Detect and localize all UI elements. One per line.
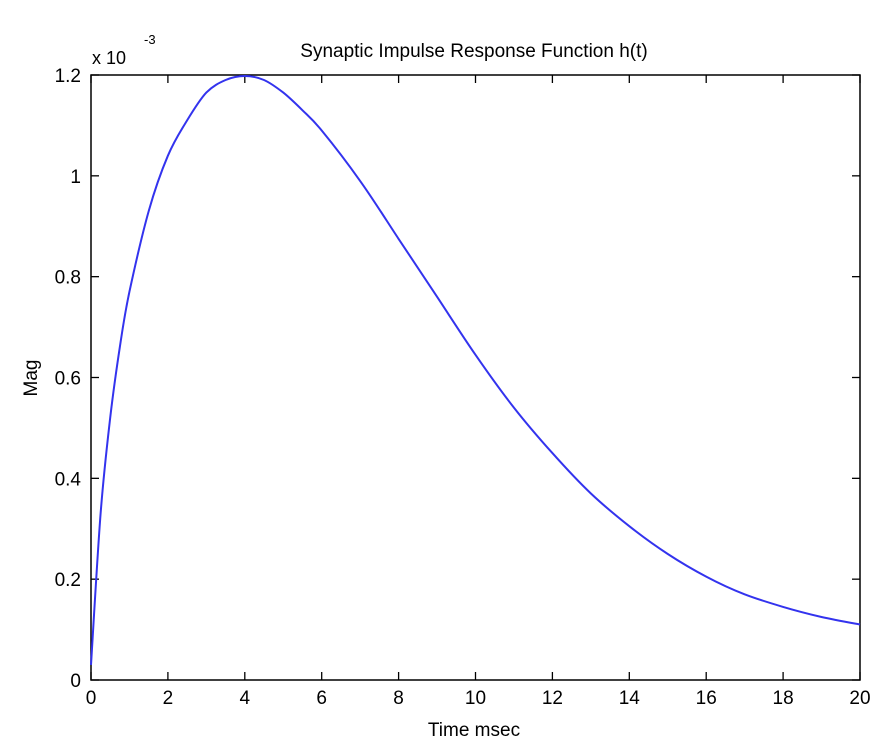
y-tick-label: 0.6 xyxy=(55,369,81,390)
x-tick-label: 6 xyxy=(316,688,327,709)
y-multiplier-exponent: -3 xyxy=(144,32,156,47)
y-multiplier: x 10 -3 xyxy=(92,32,156,68)
x-axis-label: Time msec xyxy=(428,720,520,741)
x-tick-label: 8 xyxy=(393,688,404,709)
x-tick-label: 0 xyxy=(86,688,97,709)
y-tick-label: 1.2 xyxy=(55,66,81,87)
x-tick-label: 10 xyxy=(465,688,486,709)
plot-area: 0 2 4 6 8 10 12 14 16 18 20 0 0.2 0.4 0.6 0.8 1 1.2 xyxy=(55,66,871,709)
x-tick-label: 2 xyxy=(163,688,174,709)
x-tick-label: 4 xyxy=(240,688,251,709)
chart-title: Synaptic Impulse Response Function h(t) xyxy=(300,41,647,62)
y-tick-label: 0.2 xyxy=(55,570,81,591)
x-tick-label: 12 xyxy=(542,688,563,709)
series-line xyxy=(90,74,861,665)
x-tick-label: 18 xyxy=(773,688,794,709)
y-multiplier-base: x 10 xyxy=(92,48,126,68)
x-tick-label: 14 xyxy=(619,688,641,709)
y-tick-label: 1 xyxy=(70,167,81,188)
x-tick-label: 16 xyxy=(696,688,717,709)
y-tick-label: 0.8 xyxy=(55,268,81,289)
y-tick-label: 0 xyxy=(70,671,81,692)
y-tick-label: 0.4 xyxy=(55,469,82,490)
y-axis-label: Mag xyxy=(21,360,42,397)
x-tick-label: 20 xyxy=(849,688,870,709)
